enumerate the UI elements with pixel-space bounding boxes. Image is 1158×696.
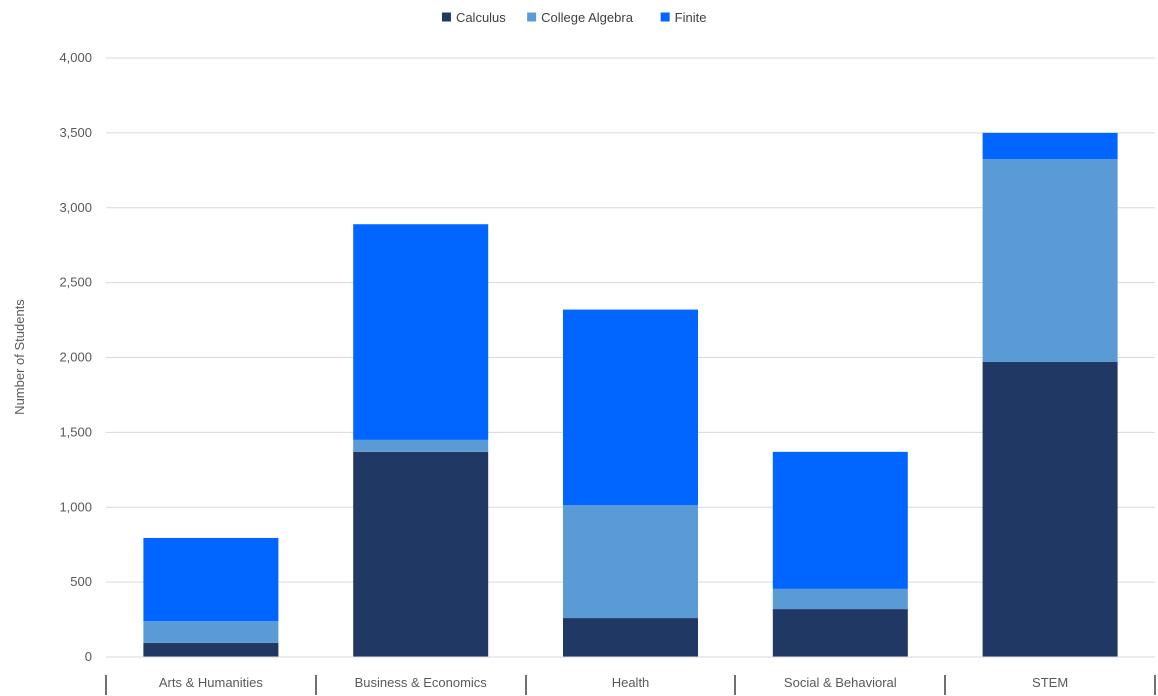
x-tick-label: Social & Behavioral bbox=[784, 675, 897, 690]
bar-segment bbox=[143, 642, 279, 657]
legend: Calculus College Algebra Finite bbox=[441, 10, 707, 25]
y-tick-label: 1,000 bbox=[59, 499, 92, 514]
x-tick-label: Health bbox=[612, 675, 650, 690]
bar-segment bbox=[982, 132, 1118, 160]
legend-label: Calculus bbox=[456, 10, 506, 25]
x-axis: Arts & Humanities Business & Economics Hea… bbox=[105, 656, 1156, 695]
bar-segment bbox=[353, 439, 489, 452]
y-tick-label: 2,000 bbox=[59, 350, 92, 365]
bar-segment bbox=[563, 309, 698, 506]
bar-segment bbox=[982, 361, 1118, 657]
bars bbox=[143, 132, 1118, 657]
bar-segment bbox=[563, 618, 698, 657]
y-tick-label: 500 bbox=[70, 574, 92, 589]
x-tick-label: Business & Economics bbox=[355, 675, 488, 690]
y-tick-label: 1,500 bbox=[59, 424, 92, 439]
y-tick-label: 4,000 bbox=[59, 50, 92, 65]
bar-segment bbox=[772, 451, 908, 589]
y-tick-label: 3,000 bbox=[59, 200, 92, 215]
y-tick-label: 3,500 bbox=[59, 125, 92, 140]
bar-segment bbox=[772, 588, 908, 610]
bar-segment bbox=[353, 224, 489, 440]
y-tick-label: 2,500 bbox=[59, 275, 92, 290]
legend-label: College Algebra bbox=[541, 10, 634, 25]
x-tick-label: STEM bbox=[1032, 675, 1068, 690]
x-tick-label: Arts & Humanities bbox=[159, 675, 264, 690]
y-tick-label: 0 bbox=[85, 649, 92, 664]
bar-segment bbox=[353, 451, 489, 657]
bar-segment bbox=[772, 609, 908, 657]
bar-segment bbox=[143, 621, 279, 643]
legend-label: Finite bbox=[675, 10, 707, 25]
bar-segment bbox=[143, 537, 279, 622]
bar-segment bbox=[563, 505, 698, 619]
bar-segment bbox=[982, 159, 1118, 362]
legend-swatch bbox=[527, 12, 537, 22]
y-axis-title: Number of Students bbox=[12, 299, 27, 415]
y-axis-ticks: 0 500 1,000 1,500 2,000 2,500 3,000 3,500 4,000 bbox=[59, 50, 92, 664]
legend-swatch bbox=[441, 12, 451, 22]
legend-swatch bbox=[660, 12, 670, 22]
